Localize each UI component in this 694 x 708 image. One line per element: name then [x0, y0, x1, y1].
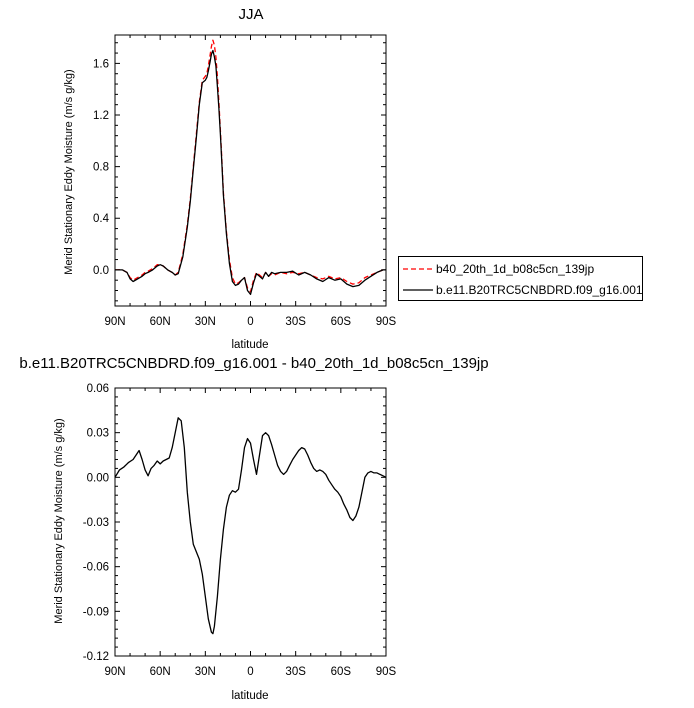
top-panel: JJA Merid Stationary Eddy Moisture (m/s … [63, 6, 397, 351]
x-tick-label: 90S [376, 666, 397, 678]
x-tick-label: 30N [195, 666, 216, 678]
top-ticks: 90N 60N 30N 0 30S 60S 90S 0.0 0.4 0.8 1.2 1.6 [93, 35, 397, 328]
y-tick-label: -0.03 [83, 517, 109, 529]
x-tick-label: 0 [247, 316, 253, 328]
y-tick-label: 0.06 [87, 383, 109, 395]
y-tick-label: 0.8 [93, 162, 109, 174]
bottom-y-axis-label: Merid Stationary Eddy Moisture (m/s g/kg… [53, 418, 65, 623]
top-x-axis-label: latitude [231, 339, 268, 351]
series-line-2 [115, 49, 386, 296]
top-plot-frame [114, 34, 387, 307]
legend-solid-line-swatch [403, 289, 433, 291]
legend-item-black-series: b.e11.B20TRC5CNBDRD.f09_g16.001 [403, 281, 643, 299]
legend-dashed-line-swatch [403, 268, 433, 270]
x-tick-label: 60N [150, 666, 171, 678]
x-tick-label: 30S [285, 666, 306, 678]
top-series-lines [115, 39, 386, 296]
legend-label-b-e11: b.e11.B20TRC5CNBDRD.f09_g16.001 [436, 283, 643, 297]
y-tick-label: -0.06 [83, 562, 109, 574]
legend-label-b40: b40_20th_1d_b08c5cn_139jp [436, 262, 595, 276]
top-y-axis-label: Merid Stationary Eddy Moisture (m/s g/kg… [63, 69, 75, 274]
bottom-ticks: 90N 60N 30N 0 30S 60S 90S -0.12 -0.09 -0.06 -0.03 0… [83, 383, 397, 678]
y-tick-label: 0.4 [93, 213, 110, 225]
series-line-1 [115, 39, 386, 293]
bottom-series-lines [114, 417, 387, 635]
x-tick-label: 60S [331, 666, 352, 678]
legend-item-red-series: b40_20th_1d_b08c5cn_139jp [403, 260, 594, 278]
legend: b40_20th_1d_b08c5cn_139jp b.e11.B20TRC5C… [398, 256, 643, 301]
x-tick-label: 60N [150, 316, 171, 328]
x-tick-label: 90N [104, 666, 125, 678]
top-chart-title: JJA [238, 6, 263, 23]
x-tick-label: 60S [331, 316, 352, 328]
bottom-panel: b.e11.B20TRC5CNBDRD.f09_g16.001 - b40_20… [19, 355, 488, 702]
x-tick-label: 30N [195, 316, 216, 328]
y-tick-label: 1.2 [93, 110, 109, 122]
y-tick-label: -0.12 [83, 651, 109, 663]
y-tick-label: 1.6 [93, 58, 109, 70]
bottom-chart-title: b.e11.B20TRC5CNBDRD.f09_g16.001 - b40_20… [19, 355, 488, 372]
bottom-x-axis-label: latitude [231, 690, 268, 702]
y-tick-label: 0.03 [87, 428, 109, 440]
y-tick-label: 0.0 [93, 265, 109, 277]
bottom-plot-frame [114, 387, 387, 657]
y-tick-label: 0.00 [87, 472, 109, 484]
x-tick-label: 90N [104, 316, 125, 328]
x-tick-label: 30S [285, 316, 306, 328]
y-tick-label: -0.09 [83, 606, 109, 618]
x-tick-label: 90S [376, 316, 397, 328]
x-tick-label: 0 [247, 666, 253, 678]
series-line-1 [114, 417, 387, 635]
